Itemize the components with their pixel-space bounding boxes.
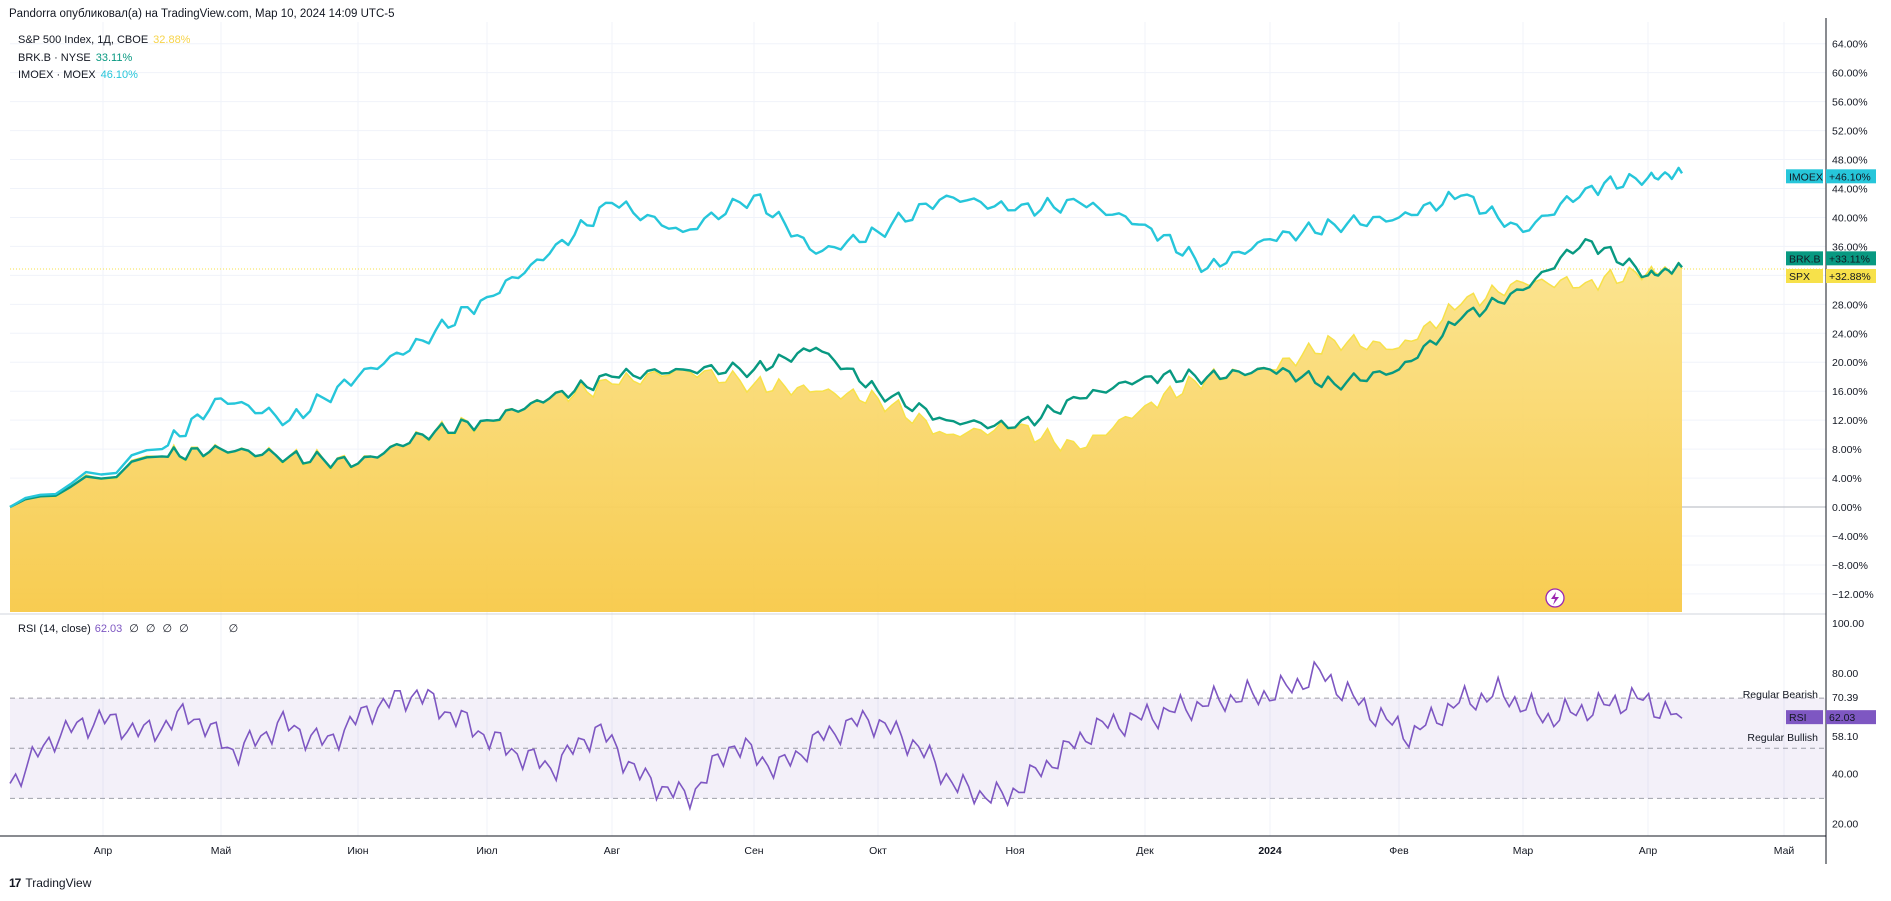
x-tick-label: 2024 [1258,845,1282,857]
y-tick-label: −4.00% [1832,531,1868,543]
x-tick-label: Дек [1136,845,1154,857]
rsi-pane [0,613,1826,812]
badge-value-bg [1826,269,1876,284]
badge-value: 62.03 [1829,712,1855,724]
rsi-legend-extra: ∅ [145,623,156,635]
legend-imoex-name: IMOEX · MOEX [18,69,96,81]
badge-value: +46.10% [1829,171,1871,183]
price-badges: IMOEX +46.10% BRK.B +33.11% SPX +32.88% RSI 62.… [1786,169,1876,725]
y-tick-label: 28.00% [1832,299,1868,311]
badge-value: +33.11% [1829,253,1870,265]
y-tick-label: 56.00% [1832,97,1868,109]
legend-spx[interactable]: S&P 500 Index, 1Д, CBOE 32.88% [18,34,190,46]
regular-bearish-label: Regular Bearish [1743,689,1818,701]
x-tick-label: Авг [604,845,621,857]
footer-label: TradingView [25,876,92,890]
rsi-tick-label: 20.00 [1832,818,1858,830]
x-tick-label: Май [211,845,232,857]
x-tick-label: Июл [476,845,497,857]
badge-value-bg [1826,169,1876,184]
y-tick-label: −12.00% [1832,589,1874,601]
rsi-legend-name: RSI (14, close) [18,623,91,635]
x-tick-label: Апр [1639,845,1658,857]
y-tick-label: 52.00% [1832,126,1868,138]
x-tick-label: Сен [744,845,763,857]
y-tick-label: 8.00% [1832,444,1862,456]
x-tick-label: Май [1774,845,1795,857]
publish-header: Pandorra опубликовал(а) на TradingView.c… [9,8,395,20]
footer-branding[interactable]: 17 TradingView [9,876,91,890]
y-tick-label: 44.00% [1832,184,1868,196]
badge-symbol-bg [1786,710,1823,725]
x-tick-label: Июн [347,845,368,857]
spx-area-fill [10,262,1682,612]
x-tick-label: Ноя [1005,845,1024,857]
y-tick-label: 12.00% [1832,415,1868,427]
rsi-legend-extra: ∅ [179,623,189,635]
imoex-line [9,166,1684,509]
badge-symbol: SPX [1789,271,1810,283]
x-tick-label: Окт [869,845,887,857]
tradingview-logo-icon: 17 [9,876,21,890]
badge-value-bg [1826,710,1876,725]
y-tick-label: 0.00% [1832,502,1862,514]
rsi-level-label: 58.10 [1832,731,1858,743]
y-tick-label: 36.00% [1832,241,1868,253]
badge-symbol-bg [1786,269,1823,284]
y-tick-label: 20.00% [1832,357,1868,369]
rsi-legend[interactable]: RSI (14, close) 62.03 ∅ ∅ ∅ ∅ ∅ [18,622,238,635]
rsi-legend-value: 62.03 [94,623,123,635]
badge-symbol: RSI [1789,712,1807,724]
rsi-legend-extra: ∅ [129,623,139,635]
legend-brk-value: 33.11% [95,52,133,64]
brk-line [9,237,1683,509]
rsi-line [9,660,1683,812]
legend-imoex[interactable]: IMOEX · MOEX 46.10% [18,69,138,81]
rsi-tick-label: 80.00 [1832,668,1858,680]
rsi-level-label: 70.39 [1832,692,1858,704]
legend-spx-value: 32.88% [153,34,191,46]
badge-symbol: BRK.B [1789,253,1821,265]
rsi-tick-label: 40.00 [1832,768,1858,780]
regular-bullish-label: Regular Bullish [1747,732,1818,744]
x-tick-label: Мар [1513,845,1534,857]
badge-value: +32.88% [1829,271,1871,283]
y-tick-label: 40.00% [1832,212,1868,224]
y-tick-label: 48.00% [1832,155,1868,167]
y-tick-label: 64.00% [1832,39,1868,51]
rsi-legend-extra: ∅ [228,623,239,635]
badge-symbol: IMOEX [1789,171,1823,183]
rsi-tick-label: 100.00 [1832,618,1864,630]
legend-imoex-value: 46.10% [100,69,138,81]
x-tick-label: Апр [94,845,113,857]
rsi-legend-extra: ∅ [162,623,173,635]
badge-value-bg [1826,251,1876,266]
x-tick-label: Фев [1389,845,1409,857]
y-tick-label: 4.00% [1832,473,1862,485]
badge-symbol-bg [1786,169,1823,184]
legend-brk[interactable]: BRK.B · NYSE 33.11% [18,52,132,64]
legend-brk-name: BRK.B · NYSE [18,52,91,64]
lightning-icon[interactable] [1545,588,1565,608]
spx-area-series [9,261,1683,612]
price-lines [9,166,1684,509]
y-tick-label: 24.00% [1832,328,1868,340]
y-tick-label: 16.00% [1832,386,1868,398]
legend-spx-name: S&P 500 Index, 1Д, CBOE [18,34,149,46]
badge-symbol-bg [1786,251,1823,266]
y-tick-label: 60.00% [1832,68,1868,80]
y-tick-label: −8.00% [1832,560,1868,572]
